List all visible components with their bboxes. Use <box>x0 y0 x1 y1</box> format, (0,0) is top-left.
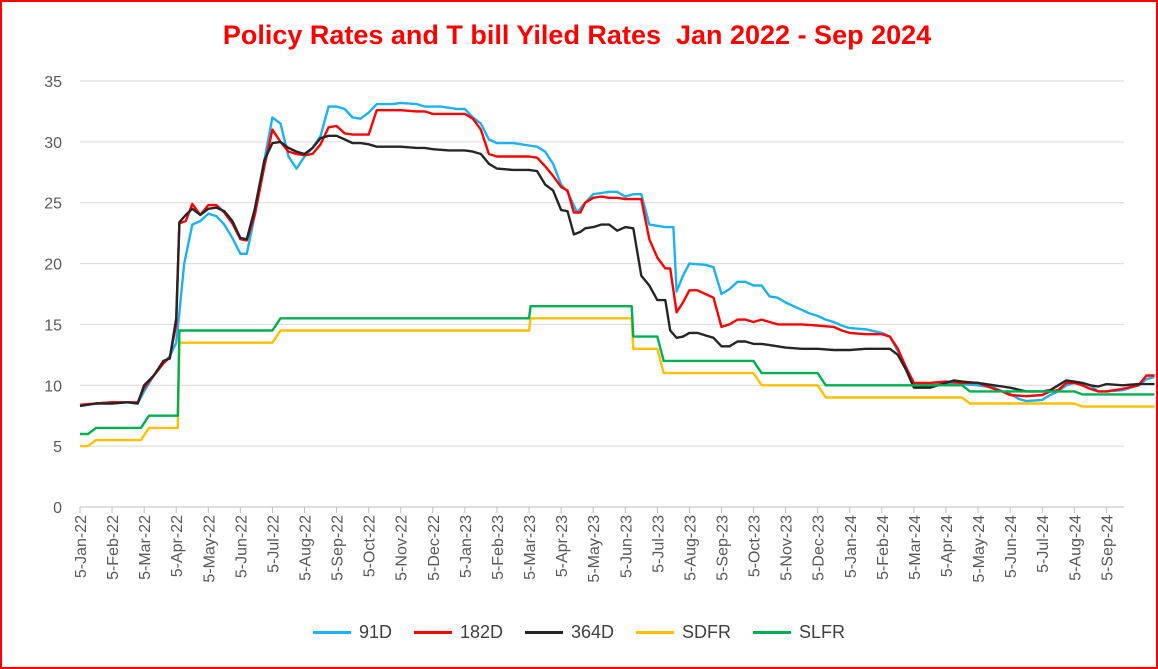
x-tick-label: 5-Feb-23 <box>490 515 507 580</box>
legend-label: SDFR <box>682 622 732 642</box>
x-tick-label: 5-Sep-24 <box>1099 515 1116 581</box>
x-tick-label: 5-Jan-22 <box>73 515 90 578</box>
x-tick-label: 5-Apr-22 <box>169 515 186 577</box>
x-tick-label: 5-Dec-22 <box>426 515 443 581</box>
legend-swatch <box>753 631 792 634</box>
x-tick-label: 5-May-24 <box>971 515 988 583</box>
x-tick-label: 5-Jul-23 <box>650 515 667 573</box>
x-tick-label: 5-Jan-23 <box>458 515 475 578</box>
legend-label: 364D <box>571 622 615 642</box>
y-tick-label: 35 <box>44 74 62 91</box>
x-tick-label: 5-Sep-23 <box>714 515 731 581</box>
y-tick-label: 30 <box>44 135 62 152</box>
x-tick-label: 5-Feb-24 <box>875 515 892 580</box>
series-line-364d <box>79 134 1155 408</box>
x-axis <box>79 507 1107 513</box>
x-tick-label: 5-Oct-22 <box>362 515 379 577</box>
legend-item-sdfr: SDFR <box>636 622 731 643</box>
x-tick-label: 5-Jan-24 <box>843 515 860 578</box>
y-tick-label: 10 <box>44 378 62 395</box>
y-tick-label: 0 <box>53 500 62 517</box>
x-tick-label: 5-Dec-23 <box>811 515 828 581</box>
x-tick-label: 5-Jul-24 <box>1035 515 1052 573</box>
series-line-slfr <box>80 305 1155 436</box>
legend-item-91d: 91D <box>312 622 392 643</box>
x-tick-label: 5-Aug-22 <box>298 515 315 581</box>
legend-swatch <box>636 631 675 634</box>
x-tick-label: 5-Apr-24 <box>939 515 956 577</box>
legend: 91D 182D 364D SDFR SLFR <box>0 622 1158 643</box>
y-tick-label: 5 <box>53 439 62 456</box>
y-tick-label: 20 <box>44 257 62 274</box>
chart-title: Policy Rates and T bill Yiled Rates Jan … <box>222 20 932 50</box>
series-line-182d <box>79 109 1155 406</box>
legend-label: SLFR <box>799 622 846 642</box>
x-tick-label: 5-Jun-24 <box>1003 515 1020 578</box>
x-tick-label: 5-May-22 <box>201 515 218 583</box>
x-tick-label: 5-Nov-23 <box>779 515 796 581</box>
x-tick-label: 5-Aug-23 <box>682 515 699 581</box>
x-tick-label: 5-Mar-23 <box>522 515 539 580</box>
y-axis-tick-labels: 0 5 10 15 20 25 30 35 <box>44 74 62 517</box>
gridlines <box>80 80 1124 508</box>
x-tick-label: 5-Jul-22 <box>265 515 282 573</box>
x-tick-label: 5-Oct-23 <box>747 515 764 577</box>
legend-item-182d: 182D <box>413 622 503 643</box>
legend-swatch <box>525 631 563 634</box>
x-tick-label: 5-Mar-24 <box>907 515 924 580</box>
y-tick-label: 15 <box>44 317 62 334</box>
x-tick-label: 5-Mar-22 <box>137 515 154 580</box>
legend-item-slfr: SLFR <box>753 622 845 643</box>
x-tick-label: 5-May-23 <box>586 515 603 583</box>
series-line-91d <box>79 101 1155 408</box>
legend-label: 182D <box>459 622 503 642</box>
x-tick-label: 5-Jun-23 <box>618 515 635 578</box>
legend-label: 91D <box>358 622 392 642</box>
x-tick-label: 5-Aug-24 <box>1067 515 1084 581</box>
x-tick-label: 5-Apr-23 <box>554 515 571 577</box>
y-tick-label: 25 <box>44 196 62 213</box>
series-line-sdfr <box>80 317 1155 448</box>
x-tick-label: 5-Jun-22 <box>233 515 250 578</box>
series-lines <box>79 101 1155 448</box>
legend-item-364d: 364D <box>525 622 614 643</box>
x-tick-label: 5-Feb-22 <box>105 515 122 580</box>
legend-swatch <box>312 631 351 634</box>
x-tick-label: 5-Sep-22 <box>330 515 347 581</box>
x-tick-label: 5-Nov-22 <box>394 515 411 581</box>
x-axis-tick-labels: 5-Jan-22 5-Feb-22 5-Mar-22 5-Apr-22 5-May-22… <box>73 515 1116 583</box>
legend-swatch <box>413 631 452 634</box>
